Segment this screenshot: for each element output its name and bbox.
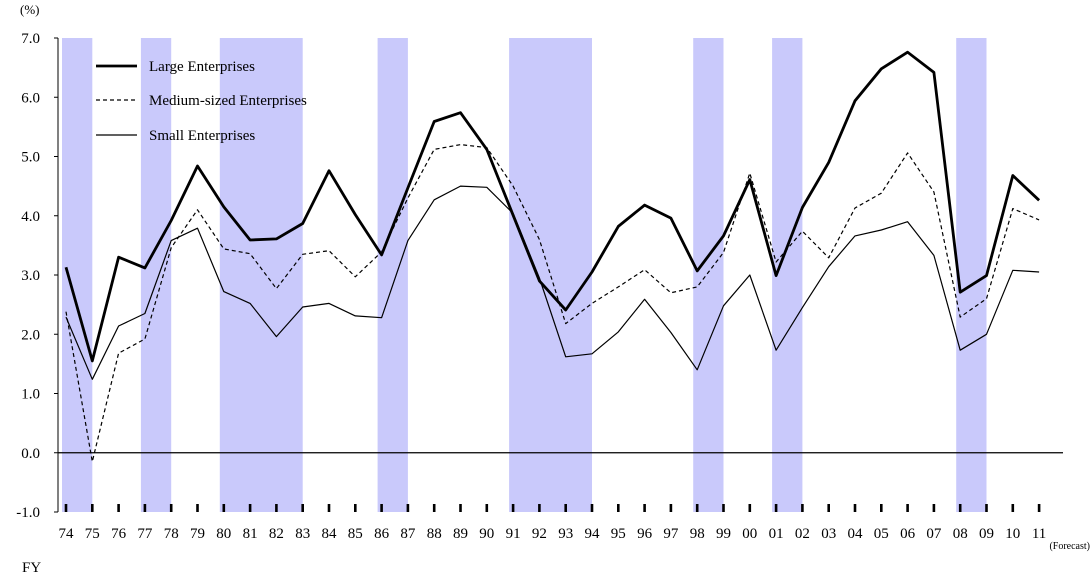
y-tick-label: -1.0 [16,505,40,521]
shaded-period-7 [956,38,987,512]
x-tick-label: 11 [1032,526,1046,542]
y-tick-label: 1.0 [21,387,40,403]
x-tick-label: 80 [216,526,231,542]
forecast-note: (Forecast) [1049,541,1090,552]
shaded-period-1 [140,38,172,512]
x-tick-label: 90 [479,526,494,542]
x-tick-label: 82 [269,526,284,542]
series-line-2 [65,185,1040,380]
shaded-periods [62,38,987,512]
y-tick-label: 4.0 [21,209,40,225]
x-tick-label: 96 [637,526,653,542]
x-tick-label: 78 [164,526,179,542]
series-line-0 [64,50,1041,363]
x-tick-label: 10 [1005,526,1020,542]
series-lines [64,50,1041,463]
legend-label-0: Large Enterprises [149,59,255,75]
legend-label-1: Medium-sized Enterprises [149,93,307,109]
shaded-period-0 [62,38,93,512]
x-tick-label: 94 [585,526,601,542]
x-tick-label: 87 [400,526,416,542]
shaded-period-3 [377,38,408,512]
x-tick-label: 07 [926,526,942,542]
x-tick-label: 01 [769,526,784,542]
x-tick-label: 76 [111,526,127,542]
shaded-period-2 [219,38,303,512]
legend-label-2: Small Enterprises [149,128,255,144]
x-tick-label: 04 [848,526,864,542]
x-tick-label: 93 [558,526,573,542]
x-tick-label: 00 [742,526,757,542]
x-tick-label: 92 [532,526,547,542]
x-tick-label: 75 [85,526,100,542]
x-tick-label: 98 [690,526,705,542]
legend: Large Enterprises Medium-sized Enterprise… [96,59,307,144]
x-tick-label: 05 [874,526,889,542]
x-tick-label: 95 [611,526,626,542]
y-axis-ticks: 7.0 6.0 5.0 4.0 3.0 2.0 1.0 0.0 -1.0 [16,31,58,521]
x-tick-label: 77 [137,526,153,542]
series-line-1 [65,144,1040,463]
x-axis-ticks: 74 75 76 77 78 79 80 81 82 83 84 85 86 87 88 89 90 91 92 93… [59,504,1046,542]
shaded-period-4 [509,38,592,512]
y-tick-label: 7.0 [21,31,40,47]
x-tick-label: 09 [979,526,994,542]
x-tick-label: 06 [900,526,916,542]
x-tick-label: 85 [348,526,363,542]
x-tick-label: 99 [716,526,731,542]
x-tick-label: 83 [295,526,310,542]
shaded-period-5 [693,38,724,512]
y-tick-label: 6.0 [21,90,40,106]
x-tick-label: 86 [374,526,390,542]
x-tick-label: 88 [427,526,442,542]
y-tick-label: 2.0 [21,327,40,343]
y-tick-label: 5.0 [21,150,40,166]
x-tick-label: 89 [453,526,468,542]
y-tick-label: 0.0 [21,446,40,462]
x-tick-label: 08 [953,526,968,542]
x-tick-label: 91 [506,526,521,542]
y-axis-label: (%) [20,2,40,17]
x-axis-label: FY [22,560,41,576]
y-tick-label: 3.0 [21,268,40,284]
x-tick-label: 74 [59,526,75,542]
x-tick-label: 02 [795,526,810,542]
x-tick-label: 84 [322,526,338,542]
x-tick-label: 81 [243,526,258,542]
x-tick-label: 79 [190,526,205,542]
x-tick-label: 03 [821,526,836,542]
x-tick-label: 97 [663,526,679,542]
